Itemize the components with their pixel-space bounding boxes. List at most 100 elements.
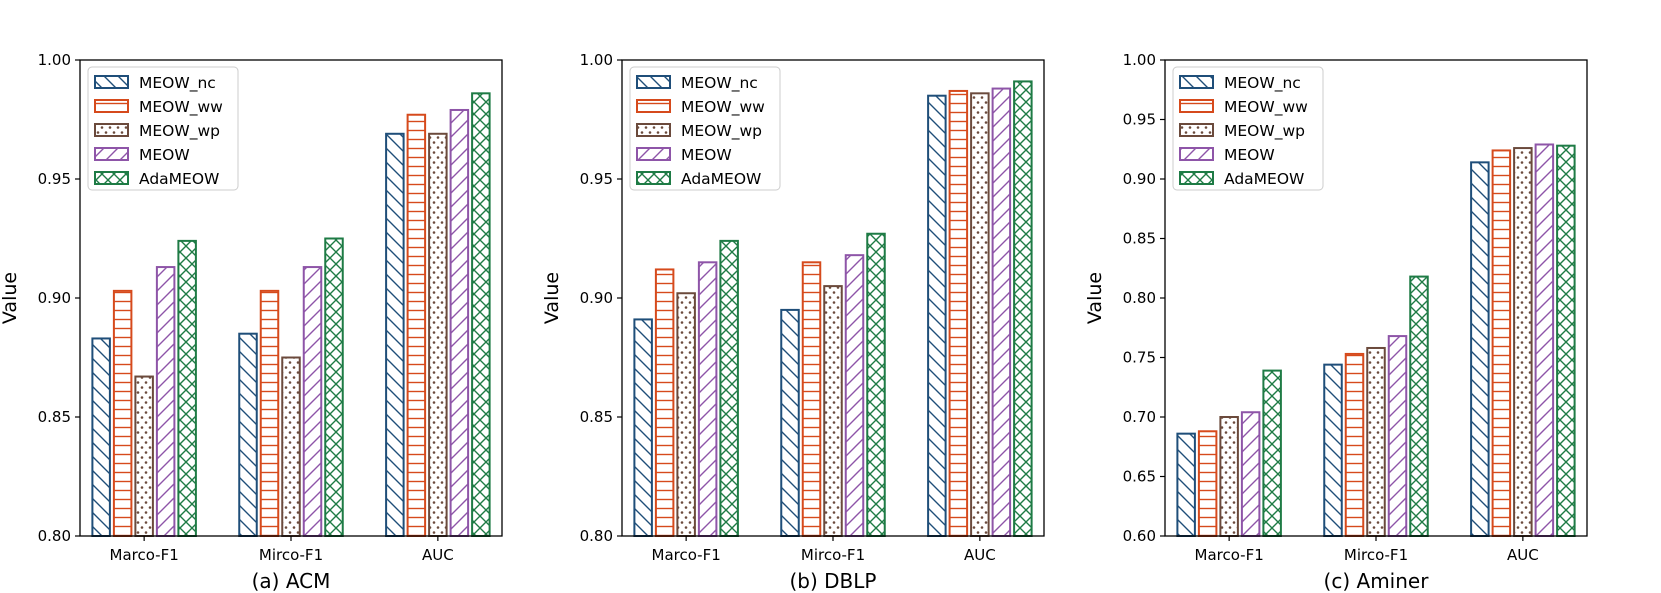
- bar-meow-ww-auc: MEOW_ww AUC: 0.987: [948, 89, 969, 537]
- bar-adameow-mirco-f1: AdaMEOW Mirco-F1: 0.927: [866, 232, 886, 538]
- y-tick-label: 0.65: [1123, 468, 1156, 486]
- y-tick-label: 0.80: [580, 527, 613, 545]
- legend-swatch-meow-nc: [636, 75, 671, 89]
- bar-adameow-marco-f1: AdaMEOW Marco-F1: 0.739: [1262, 369, 1282, 537]
- y-tick-label: 1.00: [38, 51, 71, 69]
- y-tick-label: 0.85: [580, 408, 613, 426]
- bar-meow-ww-auc: MEOW_ww AUC: 0.924: [1491, 149, 1512, 537]
- y-tick-label: 0.60: [1123, 527, 1156, 545]
- bar-meow-nc-auc: MEOW_nc AUC: 0.985: [927, 94, 947, 537]
- bar-adameow-marco-f1: AdaMEOW Marco-F1: 0.924: [719, 239, 739, 537]
- y-tick-label: 0.75: [1123, 349, 1156, 367]
- bar-meow-ww-mirco-f1: MEOW_ww Mirco-F1: 0.915: [801, 261, 822, 537]
- bar-meow-wp-marco-f1: MEOW_wp Marco-F1: 0.867: [134, 375, 154, 538]
- y-axis-label: Value: [541, 272, 563, 324]
- legend-swatch-meow-ww: [636, 99, 671, 113]
- x-tick-label: Mirco-F1: [1344, 546, 1408, 564]
- legend-swatch-meow-nc: [94, 75, 129, 89]
- y-tick-label: 0.90: [38, 289, 71, 307]
- bar-meow-ww-marco-f1: MEOW_ww Marco-F1: 0.688: [1197, 430, 1218, 537]
- legend-swatch-meow-wp: [1179, 123, 1214, 137]
- legend-swatch-adameow: [636, 171, 671, 185]
- legend-label-adameow: AdaMEOW: [681, 170, 761, 188]
- legend-swatch-adameow: [1179, 171, 1214, 185]
- legend: MEOW_nc MEOW_ww MEOW_wp MEOW AdaMEOW: [629, 66, 781, 191]
- bar-meow-marco-f1: MEOW Marco-F1: 0.913: [155, 266, 176, 537]
- chart-title: (c) Aminer: [1324, 569, 1430, 593]
- legend-label-meow-ww: MEOW_ww: [1224, 98, 1308, 117]
- bar-meow-nc-auc: MEOW_nc AUC: 0.914: [1470, 161, 1490, 537]
- legend-swatch-meow-ww: [1179, 99, 1214, 113]
- bar-meow-ww-mirco-f1: MEOW_ww Mirco-F1: 0.753: [1344, 352, 1365, 537]
- x-tick-label: Mirco-F1: [259, 546, 323, 564]
- bar-meow-nc-auc: MEOW_nc AUC: 0.969: [385, 132, 405, 537]
- bar-meow-wp-mirco-f1: MEOW_wp Mirco-F1: 0.758: [1366, 346, 1386, 538]
- y-tick-label: 0.80: [38, 527, 71, 545]
- bar-adameow-mirco-f1: AdaMEOW Mirco-F1: 0.818: [1409, 275, 1429, 537]
- legend-label-meow: MEOW: [139, 146, 190, 164]
- bar-meow-wp-mirco-f1: MEOW_wp Mirco-F1: 0.875: [281, 356, 301, 537]
- legend-label-meow-nc: MEOW_nc: [681, 74, 758, 93]
- bar-meow-ww-mirco-f1: MEOW_ww Mirco-F1: 0.903: [259, 289, 280, 537]
- y-tick-label: 0.95: [580, 170, 613, 188]
- chart-title: (b) DBLP: [790, 569, 877, 593]
- bar-meow-wp-auc: MEOW_wp AUC: 0.969: [428, 132, 448, 537]
- bar-adameow-mirco-f1: AdaMEOW Mirco-F1: 0.925: [324, 237, 344, 537]
- bar-adameow-auc: AdaMEOW AUC: 0.986: [471, 92, 491, 537]
- bar-meow-mirco-f1: MEOW Mirco-F1: 0.768: [1387, 335, 1408, 537]
- x-tick-label: AUC: [964, 546, 996, 564]
- legend: MEOW_nc MEOW_ww MEOW_wp MEOW AdaMEOW: [1172, 66, 1324, 191]
- bar-meow-wp-mirco-f1: MEOW_wp Mirco-F1: 0.905: [823, 285, 843, 537]
- legend-swatch-meow-nc: [1179, 75, 1214, 89]
- bar-meow-marco-f1: MEOW Marco-F1: 0.915: [697, 261, 718, 537]
- legend-swatch-adameow: [94, 171, 129, 185]
- charts-root: MEOW_nc Marco-F1: 0.883MEOW_ww Marco-F1:…: [0, 51, 1588, 593]
- bars: MEOW_nc Marco-F1: 0.891MEOW_ww Marco-F1:…: [633, 80, 1033, 538]
- y-tick-label: 0.80: [1123, 289, 1156, 307]
- legend-label-meow: MEOW: [681, 146, 732, 164]
- bar-meow-ww-marco-f1: MEOW_ww Marco-F1: 0.912: [654, 268, 675, 537]
- legend-swatch-meow-wp: [94, 123, 129, 137]
- y-tick-label: 0.95: [1123, 111, 1156, 129]
- chart-panel-2: MEOW_nc Marco-F1: 0.891MEOW_ww Marco-F1:…: [541, 51, 1045, 593]
- x-tick-label: AUC: [1507, 546, 1539, 564]
- bar-adameow-marco-f1: AdaMEOW Marco-F1: 0.924: [177, 239, 197, 537]
- y-tick-label: 0.85: [38, 408, 71, 426]
- y-tick-label: 1.00: [1123, 51, 1156, 69]
- x-tick-label: Marco-F1: [1195, 546, 1264, 564]
- bar-adameow-auc: AdaMEOW AUC: 0.991: [1013, 80, 1033, 537]
- bar-meow-ww-marco-f1: MEOW_ww Marco-F1: 0.903: [112, 289, 133, 537]
- y-tick-label: 0.95: [38, 170, 71, 188]
- x-tick-label: Marco-F1: [652, 546, 721, 564]
- bar-meow-wp-marco-f1: MEOW_wp Marco-F1: 0.902: [676, 292, 696, 537]
- bar-meow-ww-auc: MEOW_ww AUC: 0.977: [406, 113, 427, 538]
- bar-meow-nc-marco-f1: MEOW_nc Marco-F1: 0.891: [633, 318, 653, 538]
- bar-meow-mirco-f1: MEOW Mirco-F1: 0.913: [302, 266, 323, 537]
- bar-meow-wp-auc: MEOW_wp AUC: 0.926: [1513, 147, 1533, 537]
- bar-meow-nc-mirco-f1: MEOW_nc Mirco-F1: 0.885: [238, 332, 258, 538]
- chart-panel-3: MEOW_nc Marco-F1: 0.686MEOW_ww Marco-F1:…: [1084, 51, 1588, 593]
- bar-meow-marco-f1: MEOW Marco-F1: 0.704: [1240, 411, 1261, 537]
- y-tick-label: 0.90: [1123, 170, 1156, 188]
- legend-label-meow-ww: MEOW_ww: [139, 98, 223, 117]
- legend-label-adameow: AdaMEOW: [1224, 170, 1304, 188]
- bar-meow-nc-mirco-f1: MEOW_nc Mirco-F1: 0.895: [780, 308, 800, 537]
- legend-label-meow: MEOW: [1224, 146, 1275, 164]
- bar-meow-auc: MEOW AUC: 0.979: [449, 108, 470, 537]
- legend-label-meow-nc: MEOW_nc: [1224, 74, 1301, 93]
- legend-label-adameow: AdaMEOW: [139, 170, 219, 188]
- legend-swatch-meow: [94, 147, 129, 161]
- y-axis-label: Value: [0, 272, 21, 324]
- y-tick-label: 0.85: [1123, 230, 1156, 248]
- bar-meow-nc-marco-f1: MEOW_nc Marco-F1: 0.686: [1176, 432, 1196, 537]
- x-tick-label: Mirco-F1: [801, 546, 865, 564]
- legend-label-meow-ww: MEOW_ww: [681, 98, 765, 117]
- bar-meow-wp-auc: MEOW_wp AUC: 0.986: [970, 92, 990, 537]
- bar-meow-nc-marco-f1: MEOW_nc Marco-F1: 0.883: [91, 337, 111, 537]
- legend: MEOW_nc MEOW_ww MEOW_wp MEOW AdaMEOW: [87, 66, 239, 191]
- x-tick-label: AUC: [422, 546, 454, 564]
- legend-swatch-meow-wp: [636, 123, 671, 137]
- legend-swatch-meow-ww: [94, 99, 129, 113]
- bar-meow-auc: MEOW AUC: 0.988: [991, 87, 1012, 537]
- chart-panel-1: MEOW_nc Marco-F1: 0.883MEOW_ww Marco-F1:…: [0, 51, 503, 593]
